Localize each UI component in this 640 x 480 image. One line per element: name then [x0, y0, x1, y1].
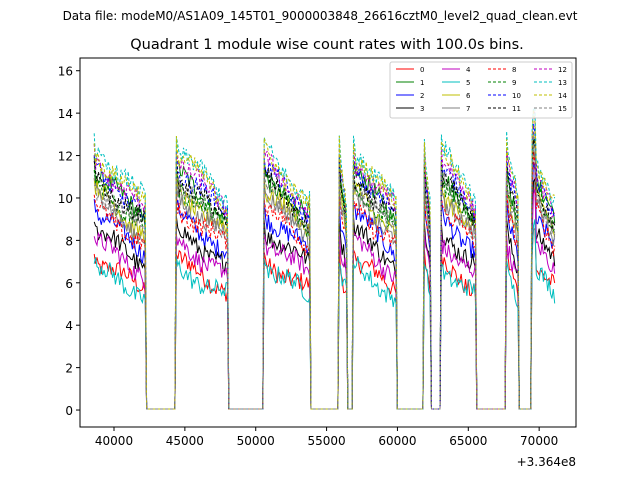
legend-label-13: 13: [558, 79, 567, 87]
y-tick-label: 14: [58, 107, 73, 121]
series-line-4: [93, 188, 556, 410]
legend-label-12: 12: [558, 66, 567, 74]
x-offset-label: +3.364e8: [517, 455, 576, 469]
series-line-8: [93, 151, 556, 410]
series-line-3: [93, 178, 556, 410]
legend-label-11: 11: [512, 105, 521, 113]
series-line-9: [93, 136, 556, 410]
series-line-11: [93, 139, 556, 410]
x-tick-label: 60000: [378, 434, 416, 448]
legend-label-10: 10: [512, 92, 521, 100]
y-tick-label: 12: [58, 150, 73, 164]
legend-label-15: 15: [558, 105, 567, 113]
y-tick-label: 8: [65, 234, 73, 248]
legend-box: [389, 61, 573, 119]
series-line-2: [93, 161, 556, 410]
legend-label-2: 2: [420, 92, 424, 100]
x-axis: 40000 45000 50000 55000 60000 65000 70000: [95, 427, 558, 448]
series-line-14: [93, 109, 555, 410]
legend-label-14: 14: [558, 92, 567, 100]
y-tick-label: 16: [58, 65, 73, 79]
suptitle: Data file: modeM0/AS1A09_145T01_90000038…: [63, 9, 578, 23]
series-line-1: [93, 139, 556, 410]
y-tick-label: 6: [65, 277, 73, 291]
y-tick-label: 4: [65, 319, 73, 333]
series-line-15: [93, 143, 556, 410]
series-line-10: [93, 124, 556, 410]
series-line-0: [93, 228, 556, 410]
chart-title: Quadrant 1 module wise count rates with …: [130, 37, 524, 53]
legend-label-9: 9: [512, 79, 516, 87]
x-tick-label: 65000: [449, 434, 487, 448]
y-tick-label: 0: [65, 404, 73, 418]
y-tick-label: 10: [58, 192, 73, 206]
series-line-7: [93, 150, 556, 410]
y-axis: 0 2 4 6 8 10 12 14 16: [58, 65, 80, 418]
legend-label-6: 6: [466, 92, 471, 100]
x-tick-label: 45000: [166, 434, 204, 448]
x-tick-label: 55000: [307, 434, 345, 448]
series-line-12: [93, 108, 556, 410]
plot-area: [93, 107, 556, 410]
legend-label-8: 8: [512, 66, 516, 74]
legend-label-5: 5: [466, 79, 470, 87]
legend-label-0: 0: [420, 66, 424, 74]
axes-frame: [79, 57, 577, 428]
series-line-6: [93, 131, 556, 410]
legend-label-4: 4: [466, 66, 471, 74]
series-line-5: [93, 219, 556, 410]
x-tick-label: 70000: [520, 434, 558, 448]
x-tick-label: 40000: [95, 434, 133, 448]
legend-label-1: 1: [420, 79, 424, 87]
x-tick-label: 50000: [237, 434, 275, 448]
y-tick-label: 2: [65, 362, 73, 376]
legend-label-3: 3: [420, 105, 424, 113]
series-line-13: [93, 107, 556, 410]
legend-label-7: 7: [466, 105, 470, 113]
